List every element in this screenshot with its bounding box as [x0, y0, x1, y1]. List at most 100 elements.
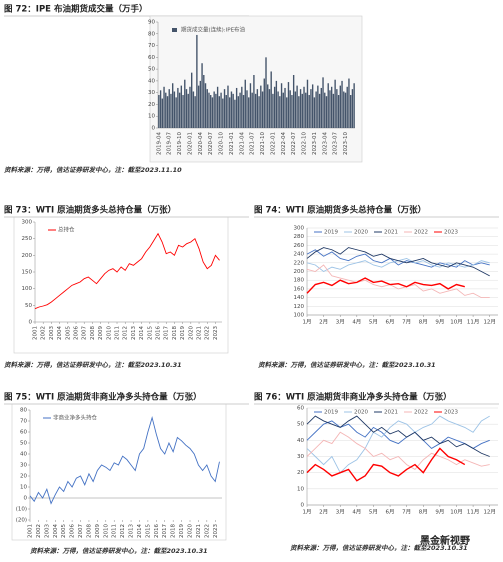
x-tick-label: 2020-07 — [208, 132, 214, 155]
x-tick-label: 2007 — [82, 326, 88, 340]
bar — [343, 91, 345, 128]
x-tick-label: 8月 — [419, 509, 428, 516]
bar — [220, 92, 222, 128]
x-tick-label: 2003 — [49, 326, 55, 340]
x-tick-label: 2013 — [129, 524, 135, 538]
x-tick-label: 2005 — [61, 524, 67, 538]
legend-label: 2022 — [414, 410, 428, 416]
line-series — [306, 447, 466, 482]
x-tick-label: 2022-07 — [291, 132, 297, 155]
x-tick-label: 2008 — [90, 326, 96, 340]
bar — [159, 90, 162, 128]
bar — [177, 87, 179, 128]
line-series — [306, 415, 490, 457]
line-series — [306, 431, 490, 471]
bar — [325, 96, 328, 128]
legend-label: 2020 — [354, 230, 368, 236]
bar — [173, 91, 176, 128]
y-tick-label: 100 — [294, 313, 305, 319]
x-tick-label: 2007 — [78, 524, 84, 538]
y-tick-label: 60 — [148, 55, 155, 61]
y-tick-label: 10 — [297, 486, 304, 492]
bar — [336, 89, 338, 128]
x-tick-label: 5月 — [369, 319, 378, 326]
bar — [346, 86, 348, 128]
bar — [237, 96, 240, 128]
x-tick-label: 2001 — [28, 524, 34, 538]
bar — [201, 63, 203, 128]
x-tick-label: 2018 — [171, 524, 177, 538]
x-tick-label: 10月 — [450, 509, 463, 516]
chart-title: 图 74：WTI 原油期货多头总持仓量（万张） — [254, 205, 426, 216]
bar — [254, 93, 257, 128]
bar — [263, 78, 265, 128]
bar — [185, 89, 188, 128]
bar — [171, 83, 174, 128]
bar — [273, 86, 276, 128]
bar — [308, 95, 310, 128]
x-tick-label: 2023-07 — [333, 132, 339, 155]
bar — [218, 96, 221, 128]
y-tick-label: 20 — [297, 470, 304, 476]
y-tick-label: 80 — [20, 408, 27, 414]
bar — [260, 85, 262, 128]
bar — [234, 99, 236, 128]
x-tick-label: 2021-04 — [239, 132, 245, 155]
bar — [299, 89, 302, 128]
bar — [284, 87, 286, 128]
x-tick-label: 2005 — [65, 326, 71, 340]
bar — [287, 82, 290, 128]
bar — [196, 34, 198, 129]
bar — [242, 95, 245, 128]
y-tick-label: 250 — [22, 236, 33, 242]
legend-label: 2020 — [354, 410, 368, 416]
x-tick-label: 2022-10 — [302, 132, 308, 155]
line-series — [306, 415, 490, 474]
bar — [178, 92, 181, 128]
x-tick-label: 2020-10 — [219, 132, 225, 155]
x-tick-label: 3月 — [336, 509, 345, 516]
bar — [327, 83, 329, 128]
x-tick-label: 2021 — [196, 524, 202, 538]
bar — [294, 91, 297, 128]
bar — [227, 85, 229, 128]
bar — [158, 95, 160, 128]
bar — [296, 85, 298, 128]
bar — [251, 92, 253, 128]
bar — [256, 89, 259, 128]
x-tick-label: 2001 — [33, 326, 39, 340]
bar — [298, 96, 300, 128]
watermark: 黑金新视野 — [420, 534, 470, 547]
x-tick-label: 10月 — [450, 319, 463, 326]
x-tick-label: 2004 — [57, 326, 63, 340]
y-tick-label: 200 — [22, 253, 33, 259]
bar — [337, 95, 340, 128]
bar — [204, 83, 207, 128]
bar — [311, 84, 314, 128]
x-tick-label: 2019-07 — [167, 132, 173, 155]
x-tick-label: 2003 — [44, 524, 50, 538]
x-tick-label: 2015 — [147, 326, 153, 340]
bar — [351, 89, 354, 128]
bar — [197, 85, 200, 128]
bar — [303, 86, 305, 128]
bar — [223, 89, 226, 128]
bar — [310, 89, 312, 128]
x-tick-label: 2010 — [106, 326, 112, 340]
chart-title: 图 75：WTI 原油期货非商业净多头持仓量（万张） — [4, 392, 202, 403]
x-tick-label: 2008 — [86, 524, 92, 538]
y-tick-label: 260 — [294, 243, 305, 249]
x-tick-label: 2012 — [120, 524, 126, 538]
line-series — [306, 247, 490, 277]
x-tick-label: 2020-04 — [198, 132, 204, 155]
bar — [232, 93, 234, 128]
bar — [349, 95, 352, 128]
y-tick-label: 40 — [148, 78, 155, 84]
bar — [249, 83, 252, 128]
legend-label: 2019 — [324, 230, 338, 236]
x-tick-label: 8月 — [419, 319, 428, 326]
bar — [161, 98, 164, 128]
source-note: 资料来源：万得，信达证券研发中心，注：截至2023.10.31 — [30, 547, 208, 555]
bar — [182, 95, 184, 128]
